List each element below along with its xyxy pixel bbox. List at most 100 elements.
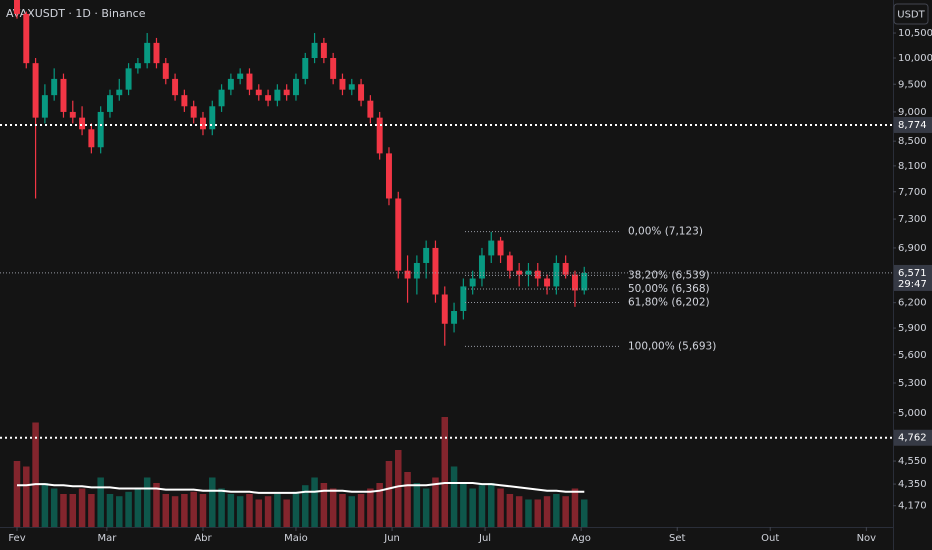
price-badge xyxy=(894,429,932,446)
candle-body xyxy=(41,95,48,118)
volume-bar xyxy=(171,496,179,527)
candle-body xyxy=(190,106,197,118)
volume-bar xyxy=(329,488,337,527)
y-tick-label: 10,000 xyxy=(898,53,932,64)
volume-bar xyxy=(162,494,170,527)
x-tick-label: Jul xyxy=(478,533,491,544)
candle-body xyxy=(14,0,20,14)
candle-body xyxy=(218,89,225,107)
volume-bar xyxy=(515,496,523,527)
volume-bar xyxy=(116,496,123,527)
y-tick-label: 8,100 xyxy=(898,161,927,172)
volume-bar xyxy=(348,496,356,527)
candle-body xyxy=(367,100,374,118)
candle-body xyxy=(32,63,39,118)
volume-bar xyxy=(60,494,67,527)
candle-body xyxy=(97,111,104,148)
candle-body xyxy=(506,255,513,271)
candle-body xyxy=(181,95,188,107)
y-tick-label: 6,900 xyxy=(898,243,927,254)
volume-bar xyxy=(134,488,142,527)
volume-bar xyxy=(274,494,281,527)
currency-button[interactable] xyxy=(893,3,929,25)
fib-label: 50,00% (6,368) xyxy=(628,283,710,295)
candle-body xyxy=(358,84,365,101)
candle-body xyxy=(534,270,541,279)
volume-bar xyxy=(106,494,114,527)
y-tick-label: 6,200 xyxy=(898,298,927,309)
candle-body xyxy=(172,78,179,96)
candle-body xyxy=(69,111,76,118)
y-tick-label: 10,500 xyxy=(898,28,932,39)
candle-body xyxy=(311,42,318,59)
volume-bar xyxy=(413,483,421,527)
y-tick-label: 4,350 xyxy=(898,479,927,490)
candle-body xyxy=(283,89,290,96)
volume-bar xyxy=(367,488,374,527)
volume-bar xyxy=(209,477,216,527)
volume-bar xyxy=(292,491,300,527)
volume-bar xyxy=(404,472,411,527)
currency-label[interactable]: USDT xyxy=(897,10,925,21)
x-tick-label: Jun xyxy=(383,533,400,544)
y-tick-label: 5,300 xyxy=(898,378,927,389)
volume-bar xyxy=(553,494,560,527)
candle-body xyxy=(376,117,383,154)
volume-bar xyxy=(23,466,30,527)
candle-body xyxy=(153,42,160,64)
volume-bar xyxy=(32,422,39,527)
volume-bar xyxy=(227,494,235,527)
candle-body xyxy=(60,78,67,112)
volume-bar xyxy=(571,488,579,527)
fib-label: 0,00% (7,123) xyxy=(628,226,703,238)
y-tick-label: 5,000 xyxy=(898,408,927,419)
volume-bar xyxy=(181,494,188,527)
volume-bar xyxy=(125,491,132,527)
x-tick-label: Maio xyxy=(284,533,308,544)
x-tick-label: Abr xyxy=(194,533,212,544)
x-tick-label: Out xyxy=(761,533,779,544)
countdown-label: 29:47 xyxy=(898,279,927,290)
candle-body xyxy=(395,198,402,271)
candle-body xyxy=(200,117,206,130)
price-badge-label: 8,774 xyxy=(898,120,927,131)
candle-body xyxy=(23,13,30,64)
candle-body xyxy=(339,78,346,90)
volume-bar xyxy=(13,461,21,527)
candle-body xyxy=(497,240,504,256)
candle-body xyxy=(51,78,58,96)
volume-bar xyxy=(69,494,77,527)
candle-body xyxy=(227,78,234,90)
candle-body xyxy=(274,89,281,101)
candle-body xyxy=(432,247,439,295)
price-badge xyxy=(894,116,932,133)
volume-bar xyxy=(320,483,328,527)
candle-body xyxy=(292,78,299,96)
candle-body xyxy=(404,270,411,279)
y-tick-label: 5,900 xyxy=(898,323,927,334)
fib-label: 100,00% (5,693) xyxy=(628,340,716,352)
candle-body xyxy=(144,42,151,64)
volume-bar xyxy=(143,477,151,527)
volume-bar xyxy=(478,485,486,527)
volume-bar xyxy=(581,499,588,527)
volume-bar xyxy=(395,450,402,527)
y-tick-label: 7,700 xyxy=(898,187,927,198)
volume-bar xyxy=(376,483,383,527)
volume-bar xyxy=(246,494,253,527)
candle-body xyxy=(488,240,495,256)
volume-bar xyxy=(199,494,207,527)
volume-bar xyxy=(236,496,244,527)
volume-ma-line xyxy=(17,482,585,494)
candle-body xyxy=(385,153,392,199)
y-tick-label: 9,000 xyxy=(898,107,927,118)
x-tick-label: Nov xyxy=(857,533,877,544)
volume-bar xyxy=(469,488,476,527)
y-tick-label: 4,550 xyxy=(898,456,927,467)
price-badge-label: 4,762 xyxy=(898,433,927,444)
chart-title: AVAXUSDT · 1D · Binance xyxy=(6,7,146,20)
candle-body xyxy=(413,262,420,279)
candle-body xyxy=(348,84,355,90)
y-tick-label: 8,500 xyxy=(898,136,927,147)
